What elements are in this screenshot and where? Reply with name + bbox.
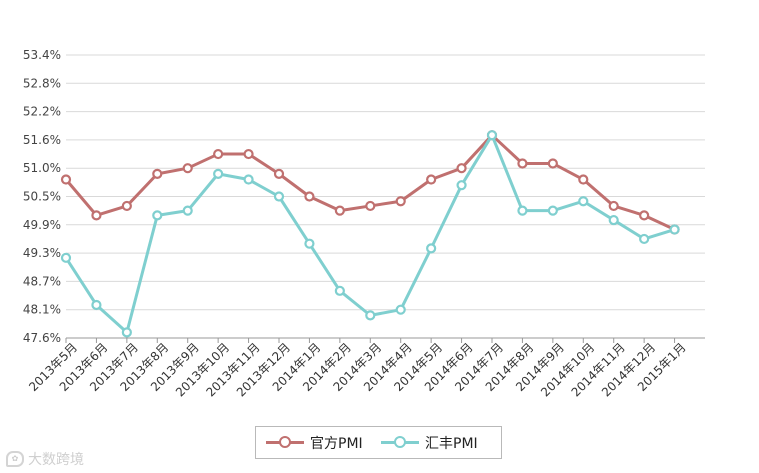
- series-0-point-5: [213, 148, 224, 160]
- series-layer: [60, 130, 680, 338]
- y-tick-label-4: 49.9%: [23, 218, 61, 232]
- y-tick-label-6: 51.0%: [23, 161, 61, 175]
- series-0-point-8: [304, 191, 315, 202]
- y-tick-label-7: 51.6%: [23, 133, 61, 147]
- series-0-point-10: [365, 200, 376, 212]
- legend-swatch-official: [266, 436, 304, 448]
- series-0-point-17: [578, 174, 589, 185]
- series-1-point-2: [121, 327, 132, 338]
- series-0-point-18: [608, 200, 619, 212]
- chat-bubble-icon: ✿: [6, 451, 24, 467]
- series-1-point-18: [608, 214, 619, 226]
- series-1-point-5: [213, 168, 224, 179]
- series-1-point-3: [152, 210, 163, 221]
- series-1-point-0: [60, 252, 72, 263]
- watermark-text: 大数跨境: [28, 452, 84, 468]
- series-1-point-12: [426, 243, 437, 254]
- legend-label-hsbc: 汇丰PMI: [425, 435, 478, 452]
- legend-item-official[interactable]: 官方PMI: [266, 427, 363, 458]
- legend: 官方PMI 汇丰PMI: [255, 426, 502, 459]
- series-0-point-11: [395, 196, 406, 207]
- series-1-point-7: [273, 191, 285, 202]
- series-0-point-1: [91, 210, 102, 221]
- series-1-point-9: [334, 285, 345, 296]
- series-1-point-15: [517, 205, 528, 216]
- series-1-point-8: [304, 238, 315, 249]
- series-1-point-11: [395, 304, 406, 315]
- y-tick-label-2: 48.7%: [23, 274, 61, 288]
- series-1-point-6: [243, 174, 254, 185]
- y-axis: 47.6% 48.1% 48.7% 49.3% 49.9% 50.5% 51.0% 51.6%…: [23, 48, 61, 345]
- series-1-point-1: [91, 299, 102, 311]
- series-0-point-9: [334, 205, 345, 216]
- series-1-point-4: [182, 205, 193, 216]
- y-tick-label-8: 52.2%: [23, 105, 61, 119]
- y-tick-label-1: 48.1%: [23, 303, 61, 317]
- x-axis: 2013年5月2013年6月2013年7月2013年8月2013年9月2013年…: [26, 337, 705, 399]
- series-0-point-0: [60, 174, 72, 185]
- series-1-point-19: [639, 233, 650, 245]
- y-tick-label-10: 53.4%: [23, 48, 61, 62]
- y-tick-label-5: 50.5%: [23, 190, 61, 204]
- series-1-point-20: [669, 224, 680, 235]
- series-line-1: [64, 133, 676, 334]
- series-1-point-13: [456, 180, 467, 191]
- series-1-point-14: [486, 130, 498, 141]
- gridlines: [66, 54, 705, 339]
- series-0-point-3: [152, 168, 163, 179]
- series-0-point-12: [426, 174, 437, 185]
- series-0-point-19: [639, 210, 650, 221]
- y-tick-label-3: 49.3%: [23, 246, 61, 260]
- series-0-point-15: [517, 158, 528, 169]
- legend-item-hsbc[interactable]: 汇丰PMI: [381, 427, 478, 458]
- series-0-point-4: [182, 163, 193, 174]
- legend-label-official: 官方PMI: [310, 435, 363, 452]
- legend-swatch-hsbc: [381, 436, 419, 448]
- series-0-point-6: [243, 148, 254, 160]
- series-0-point-2: [121, 200, 132, 212]
- series-1-point-10: [365, 310, 376, 321]
- y-tick-label-9: 52.8%: [23, 76, 61, 90]
- series-1-point-16: [547, 205, 558, 216]
- series-1-point-17: [578, 196, 589, 207]
- watermark: ✿ 大数跨境: [6, 449, 84, 469]
- series-0-point-13: [456, 163, 467, 174]
- series-0-point-16: [547, 158, 558, 169]
- y-tick-label-0: 47.6%: [23, 331, 61, 345]
- series-0-point-7: [273, 168, 285, 179]
